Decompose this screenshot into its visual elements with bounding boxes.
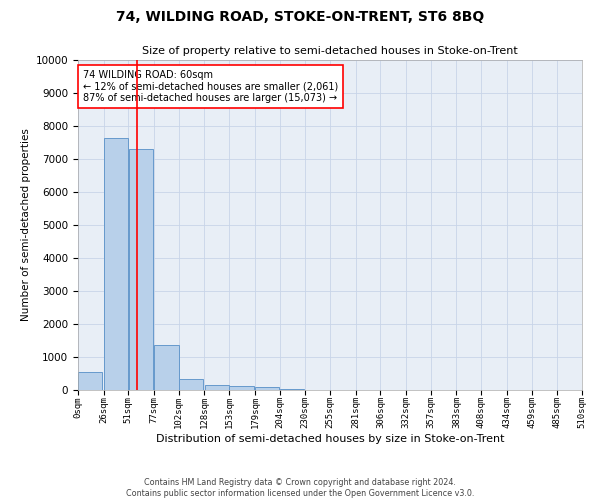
- Text: Contains HM Land Registry data © Crown copyright and database right 2024.
Contai: Contains HM Land Registry data © Crown c…: [126, 478, 474, 498]
- Text: 74, WILDING ROAD, STOKE-ON-TRENT, ST6 8BQ: 74, WILDING ROAD, STOKE-ON-TRENT, ST6 8B…: [116, 10, 484, 24]
- Bar: [128, 149, 153, 390]
- Bar: [205, 384, 229, 390]
- Bar: [255, 386, 280, 390]
- Bar: [229, 386, 254, 390]
- Bar: [104, 138, 128, 390]
- Text: 74 WILDING ROAD: 60sqm
← 12% of semi-detached houses are smaller (2,061)
87% of : 74 WILDING ROAD: 60sqm ← 12% of semi-det…: [83, 70, 338, 103]
- Bar: [280, 389, 304, 390]
- Bar: [179, 380, 203, 390]
- Bar: [78, 372, 103, 390]
- X-axis label: Distribution of semi-detached houses by size in Stoke-on-Trent: Distribution of semi-detached houses by …: [156, 434, 504, 444]
- Title: Size of property relative to semi-detached houses in Stoke-on-Trent: Size of property relative to semi-detach…: [142, 46, 518, 56]
- Bar: [154, 346, 179, 390]
- Y-axis label: Number of semi-detached properties: Number of semi-detached properties: [22, 128, 31, 322]
